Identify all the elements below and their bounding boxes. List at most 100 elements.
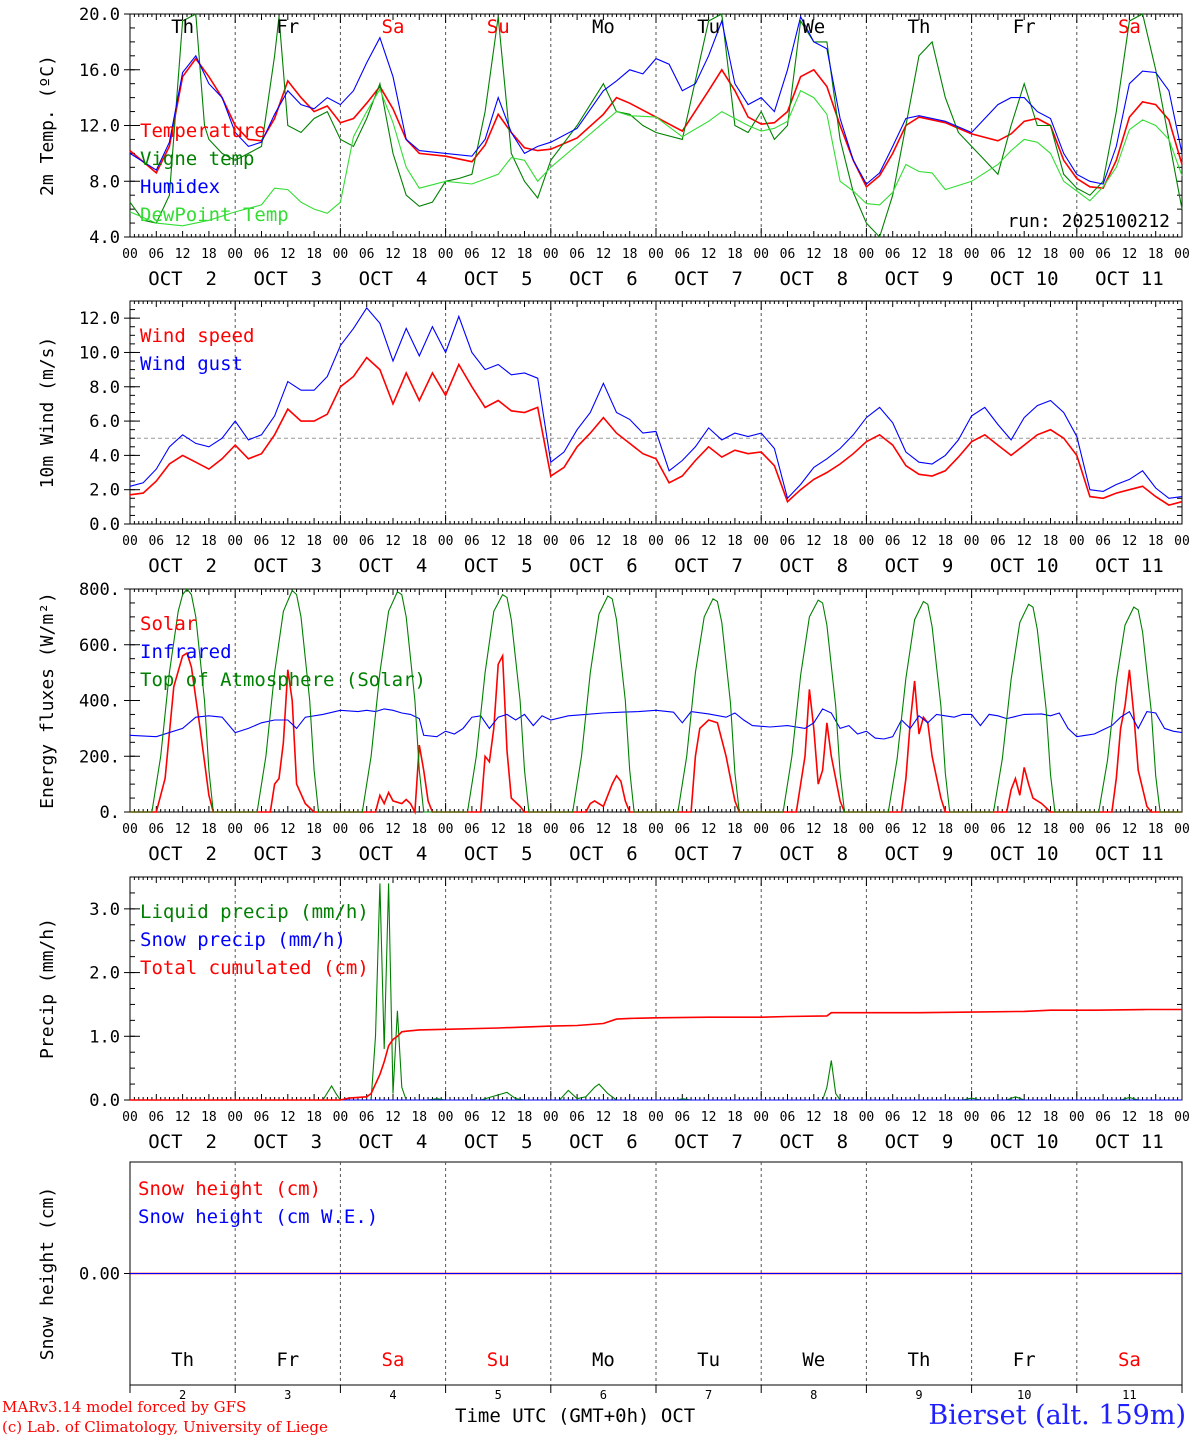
weekday-label: Th bbox=[171, 16, 194, 38]
hour-tick-label: 06 bbox=[569, 247, 585, 262]
hour-tick-label: 12 bbox=[701, 247, 717, 262]
hour-tick-label: 12 bbox=[490, 534, 506, 549]
hour-tick-label: 18 bbox=[201, 1110, 217, 1125]
date-label: OCT 5 bbox=[464, 1131, 533, 1153]
hour-tick-label: 18 bbox=[201, 822, 217, 837]
hour-tick-label: 18 bbox=[517, 534, 533, 549]
hour-tick-label: 00 bbox=[543, 247, 559, 262]
date-label: OCT 11 bbox=[1095, 555, 1164, 577]
y-tick-label: 4.0 bbox=[89, 228, 120, 248]
day-number: 2 bbox=[179, 1388, 186, 1402]
day-number: 8 bbox=[810, 1388, 817, 1402]
hour-tick-label: 00 bbox=[333, 1110, 349, 1125]
weekday-label: We bbox=[802, 1349, 825, 1371]
date-label: OCT 9 bbox=[885, 268, 954, 290]
hour-tick-label: 12 bbox=[1122, 534, 1138, 549]
hour-tick-label: 00 bbox=[1069, 534, 1085, 549]
hour-tick-label: 12 bbox=[175, 247, 191, 262]
hour-tick-label: 18 bbox=[832, 534, 848, 549]
precip-series-total-cumulated-cm- bbox=[130, 1008, 1182, 1101]
hour-tick-label: 18 bbox=[832, 247, 848, 262]
precip-panel: 0.0 1.0 2.0 3.0 Precip (mm/h) Liquid precip (… bbox=[37, 876, 1190, 1153]
hour-tick-label: 00 bbox=[227, 1110, 243, 1125]
hour-tick-label: 00 bbox=[1174, 822, 1190, 837]
hour-tick-label: 12 bbox=[806, 534, 822, 549]
weekday-label: Fr bbox=[276, 1349, 299, 1371]
hour-tick-label: 06 bbox=[1095, 247, 1111, 262]
wind-series-wind-gust bbox=[129, 306, 1183, 500]
hour-tick-label: 12 bbox=[596, 1110, 612, 1125]
hour-tick-label: 18 bbox=[1148, 1110, 1164, 1125]
y-tick-label: 0.00 bbox=[79, 1265, 120, 1285]
hour-tick-label: 12 bbox=[175, 822, 191, 837]
hour-tick-label: 18 bbox=[622, 1110, 638, 1125]
hour-tick-label: 06 bbox=[569, 1110, 585, 1125]
date-label: OCT 6 bbox=[569, 555, 638, 577]
model-credit: MARv3.14 model forced by GFS bbox=[2, 1398, 247, 1416]
day-number: 11 bbox=[1122, 1388, 1136, 1402]
y-tick-label: 200. bbox=[79, 747, 120, 767]
weekday-label: Sa bbox=[1118, 16, 1141, 38]
date-label: OCT 9 bbox=[885, 1131, 954, 1153]
hour-tick-label: 18 bbox=[306, 534, 322, 549]
hour-tick-label: 06 bbox=[359, 534, 375, 549]
hour-tick-label: 12 bbox=[385, 534, 401, 549]
hour-tick-label: 00 bbox=[122, 534, 138, 549]
hour-tick-label: 00 bbox=[753, 247, 769, 262]
hour-tick-label: 12 bbox=[175, 534, 191, 549]
y-tick-label: 10.0 bbox=[79, 343, 120, 363]
hour-tick-label: 00 bbox=[964, 1110, 980, 1125]
temp-series-humidex bbox=[129, 15, 1183, 185]
date-label: OCT 7 bbox=[674, 843, 743, 865]
hour-tick-label: 12 bbox=[1016, 822, 1032, 837]
hour-tick-label: 00 bbox=[648, 822, 664, 837]
hour-tick-label: 00 bbox=[1174, 534, 1190, 549]
legend-entry: DewPoint Temp bbox=[140, 204, 289, 226]
temp-series-temperature bbox=[129, 57, 1183, 190]
date-label: OCT 8 bbox=[779, 268, 848, 290]
day-number: 9 bbox=[915, 1388, 922, 1402]
snow-panel: 0.00 Snow height (cm) Snow height (cm) Snow… bbox=[37, 1161, 1183, 1402]
hour-tick-label: 18 bbox=[937, 247, 953, 262]
date-label: OCT 2 bbox=[148, 843, 217, 865]
hour-tick-label: 06 bbox=[674, 1110, 690, 1125]
date-label: OCT 9 bbox=[885, 843, 954, 865]
legend-entry: Wind gust bbox=[140, 353, 243, 375]
date-label: OCT 5 bbox=[464, 843, 533, 865]
date-label: OCT 2 bbox=[148, 1131, 217, 1153]
x-axis-title: Time UTC (GMT+0h) OCT bbox=[455, 1405, 696, 1427]
date-label: OCT 6 bbox=[569, 843, 638, 865]
hour-tick-label: 06 bbox=[885, 247, 901, 262]
hour-tick-label: 06 bbox=[148, 822, 164, 837]
hour-tick-label: 06 bbox=[780, 534, 796, 549]
date-label: OCT 2 bbox=[148, 268, 217, 290]
weekday-label: Su bbox=[487, 16, 510, 38]
hour-tick-label: 06 bbox=[780, 822, 796, 837]
hour-tick-label: 06 bbox=[990, 1110, 1006, 1125]
hour-tick-label: 06 bbox=[569, 822, 585, 837]
weekday-label: Sa bbox=[382, 1349, 405, 1371]
date-label: OCT 5 bbox=[464, 268, 533, 290]
hour-tick-label: 06 bbox=[359, 247, 375, 262]
y-tick-label: 2.0 bbox=[89, 964, 120, 984]
date-label: OCT 8 bbox=[779, 1131, 848, 1153]
y-tick-label: 0.0 bbox=[89, 1091, 120, 1111]
hour-tick-label: 00 bbox=[753, 534, 769, 549]
hour-tick-label: 18 bbox=[937, 534, 953, 549]
y-tick-label: 12.0 bbox=[79, 309, 120, 329]
hour-tick-label: 12 bbox=[911, 1110, 927, 1125]
hour-tick-label: 00 bbox=[438, 822, 454, 837]
hour-tick-label: 18 bbox=[622, 822, 638, 837]
hour-tick-label: 00 bbox=[648, 247, 664, 262]
hour-tick-label: 00 bbox=[122, 1110, 138, 1125]
hour-tick-label: 12 bbox=[911, 247, 927, 262]
hour-tick-label: 06 bbox=[1095, 822, 1111, 837]
hour-tick-label: 00 bbox=[333, 534, 349, 549]
weekday-label: We bbox=[802, 16, 825, 38]
hour-tick-label: 18 bbox=[832, 822, 848, 837]
hour-tick-label: 12 bbox=[385, 822, 401, 837]
hour-tick-label: 18 bbox=[201, 534, 217, 549]
hour-tick-label: 06 bbox=[148, 247, 164, 262]
y-tick-label: 8.0 bbox=[89, 172, 120, 192]
weekday-label: Tu bbox=[697, 1349, 720, 1371]
